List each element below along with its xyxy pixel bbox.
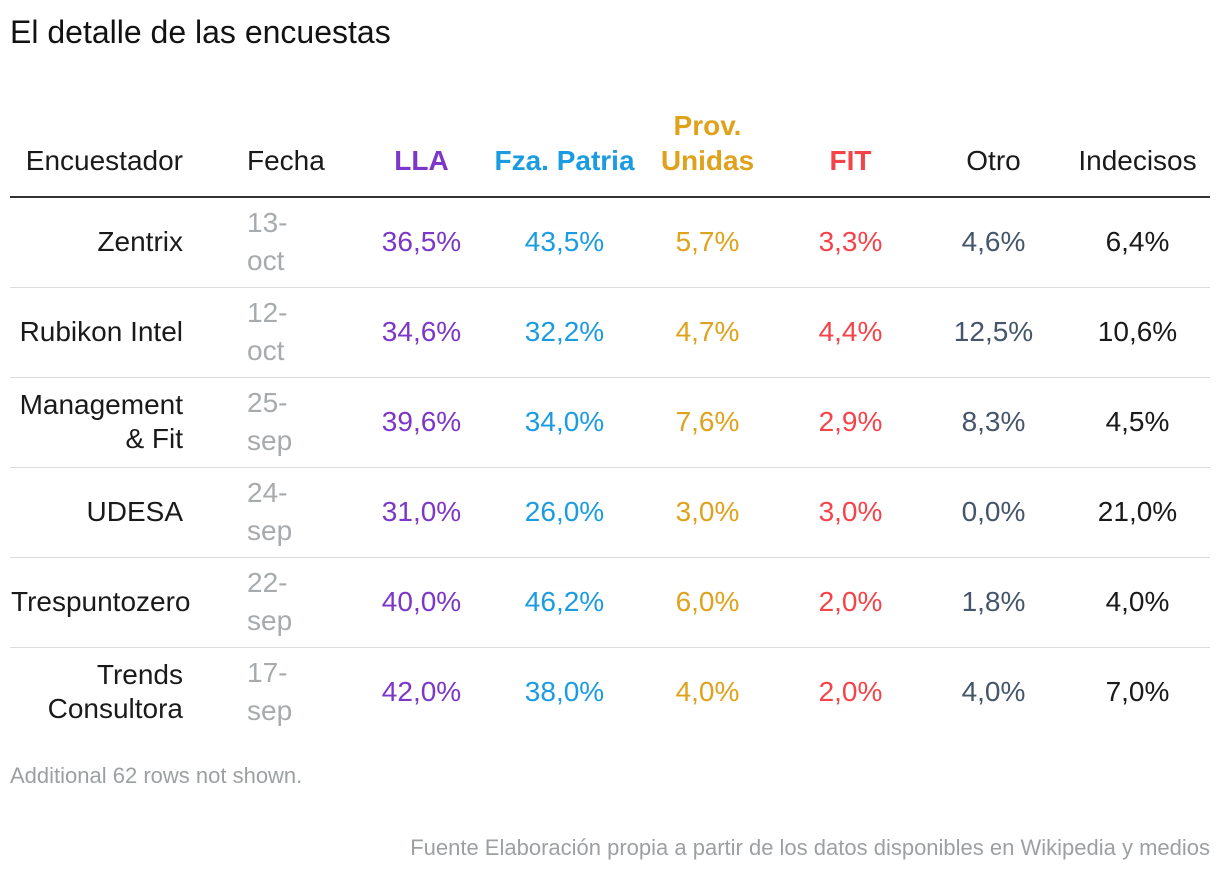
column-header-fza-patria: Fza. Patria [494, 145, 635, 176]
value-cell-fza-patria: 38,0% [524, 676, 605, 708]
value-cell-fza-patria: 26,0% [524, 496, 605, 527]
value-cell-otro: 4,0% [961, 676, 1026, 708]
value-cell-prov-unidas: 7,6% [675, 406, 740, 437]
column-header-indecisos: Indecisos [1078, 145, 1197, 176]
polls-table: Encuestador Fecha LLA Fza. Patria Prov. … [10, 108, 1210, 737]
value-cell-prov-unidas: 4,7% [675, 316, 740, 347]
date-cell: 24- sep [247, 477, 293, 546]
date-cell: 13- oct [247, 207, 288, 277]
pollster-cell: Rubikon Intel [19, 316, 183, 347]
page-title: El detalle de las encuestas [10, 14, 391, 50]
pollster-cell: Trends Consultora [47, 659, 183, 725]
table-row: Rubikon Intel 12- oct 34,6% 32,2% 4,7% 4… [10, 287, 1210, 377]
value-cell-lla: 34,6% [381, 316, 462, 347]
value-cell-otro: 0,0% [961, 496, 1026, 527]
value-cell-indecisos: 21,0% [1097, 496, 1178, 527]
value-cell-lla: 31,0% [381, 496, 462, 527]
value-cell-otro: 12,5% [953, 316, 1034, 347]
value-cell-otro: 1,8% [961, 586, 1026, 617]
value-cell-indecisos: 6,4% [1105, 226, 1170, 258]
value-cell-fit: 3,0% [818, 496, 883, 527]
pollster-cell: Trespuntozero [11, 586, 191, 617]
value-cell-fza-patria: 43,5% [524, 226, 605, 258]
table-row: Management & Fit 25- sep 39,6% 34,0% 7,6… [10, 377, 1210, 467]
value-cell-lla: 40,0% [381, 586, 462, 617]
value-cell-fit: 2,0% [818, 586, 883, 617]
value-cell-lla: 39,6% [381, 406, 462, 437]
value-cell-otro: 8,3% [961, 406, 1026, 437]
column-header-lla: LLA [394, 145, 449, 176]
value-cell-otro: 4,6% [961, 226, 1026, 258]
column-header-prov-unidas: Prov. Unidas [660, 110, 755, 176]
value-cell-fza-patria: 34,0% [524, 406, 605, 437]
value-cell-fit: 3,3% [818, 226, 883, 258]
table-header: Encuestador Fecha LLA Fza. Patria Prov. … [10, 108, 1210, 197]
pollster-cell: UDESA [86, 496, 183, 527]
header-row: Encuestador Fecha LLA Fza. Patria Prov. … [10, 108, 1210, 197]
value-cell-prov-unidas: 5,7% [675, 226, 740, 258]
table-row: Zentrix 13- oct 36,5% 43,5% 5,7% 3,3% 4,… [10, 197, 1210, 287]
additional-rows-note: Additional 62 rows not shown. [10, 763, 303, 788]
date-cell: 22- sep [247, 567, 293, 636]
pollster-cell: Management & Fit [19, 389, 183, 454]
column-header-fecha: Fecha [247, 145, 325, 176]
pollster-cell: Zentrix [97, 226, 183, 258]
value-cell-indecisos: 4,0% [1105, 586, 1170, 617]
source-note: Fuente Elaboración propia a partir de lo… [410, 835, 1210, 860]
table-body: Zentrix 13- oct 36,5% 43,5% 5,7% 3,3% 4,… [10, 197, 1210, 737]
date-cell: 12- oct [247, 297, 288, 366]
value-cell-fza-patria: 46,2% [524, 586, 605, 617]
table-row: Trends Consultora 17- sep 42,0% 38,0% 4,… [10, 647, 1210, 737]
value-cell-lla: 36,5% [381, 226, 462, 258]
value-cell-indecisos: 7,0% [1105, 676, 1170, 708]
date-cell: 25- sep [247, 387, 293, 456]
value-cell-indecisos: 4,5% [1105, 406, 1170, 437]
table-row: UDESA 24- sep 31,0% 26,0% 3,0% 3,0% 0,0%… [10, 467, 1210, 557]
value-cell-fit: 4,4% [818, 316, 883, 347]
value-cell-fit: 2,9% [818, 406, 883, 437]
value-cell-lla: 42,0% [381, 676, 462, 708]
value-cell-indecisos: 10,6% [1097, 316, 1178, 347]
value-cell-prov-unidas: 6,0% [675, 586, 740, 617]
value-cell-prov-unidas: 3,0% [675, 496, 740, 527]
column-header-otro: Otro [966, 145, 1021, 176]
value-cell-fit: 2,0% [818, 676, 883, 708]
column-header-fit: FIT [829, 145, 872, 176]
date-cell: 17- sep [247, 657, 293, 727]
value-cell-fza-patria: 32,2% [524, 316, 605, 347]
table-row: Trespuntozero 22- sep 40,0% 46,2% 6,0% 2… [10, 557, 1210, 647]
value-cell-prov-unidas: 4,0% [675, 676, 740, 708]
column-header-encuestador: Encuestador [25, 145, 183, 176]
